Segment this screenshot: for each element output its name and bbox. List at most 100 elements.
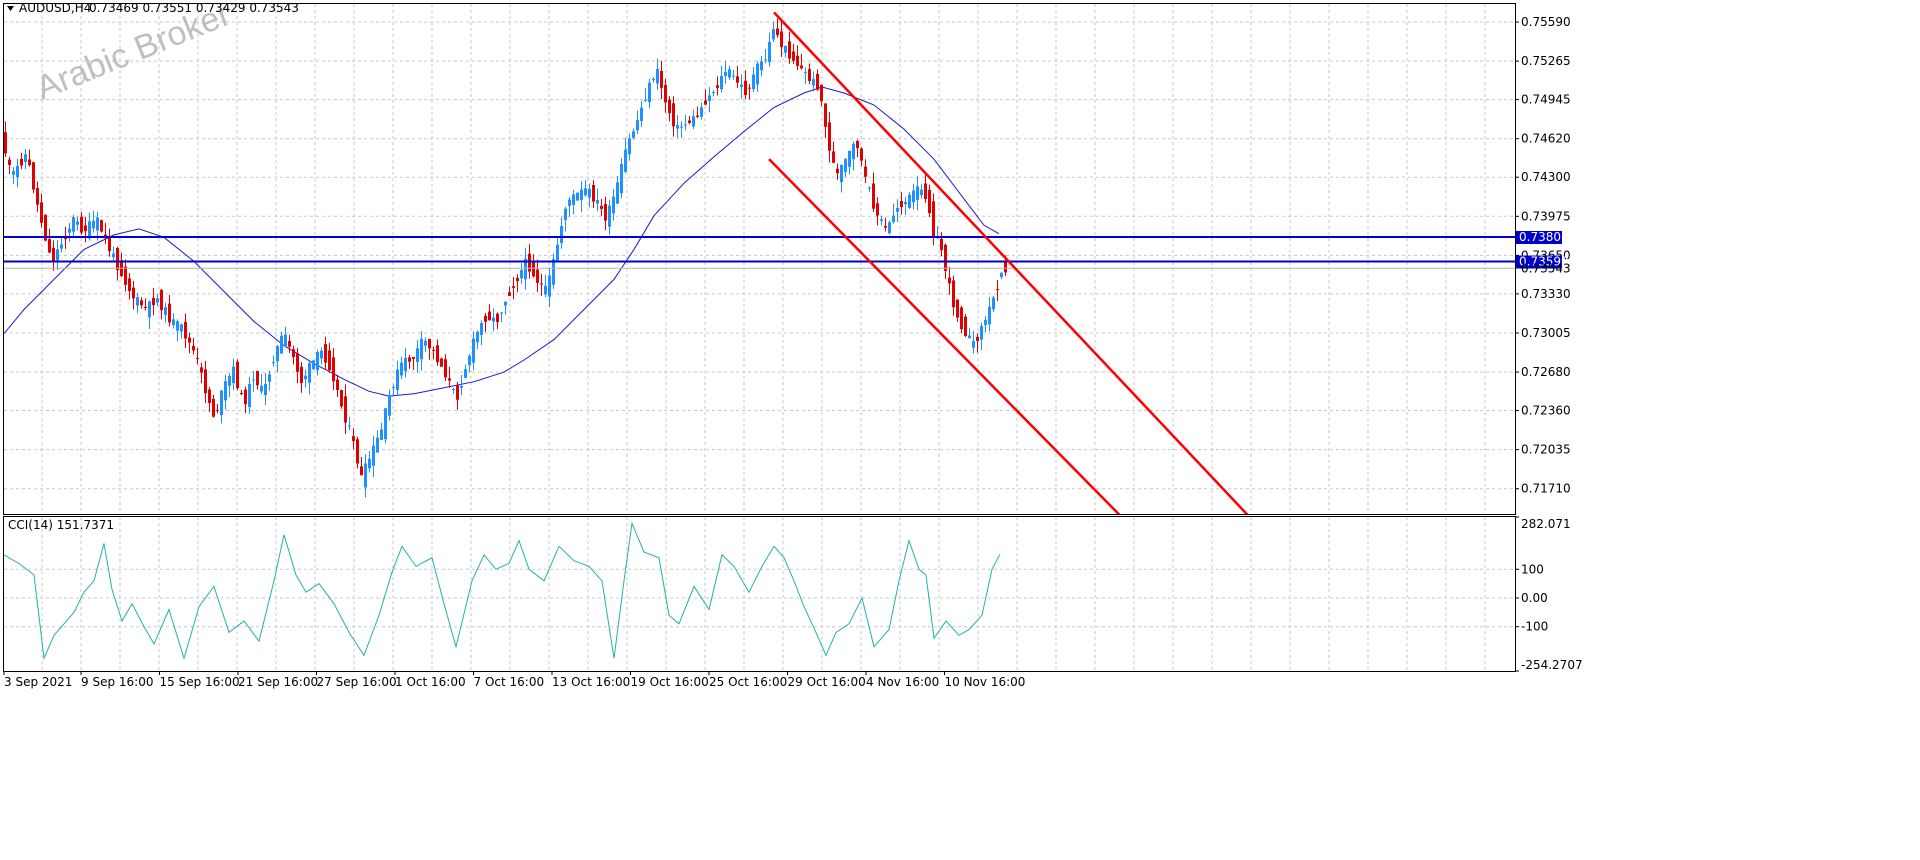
price-tick-label: 0.75590: [1521, 15, 1571, 29]
candle: [840, 164, 843, 193]
candle: [704, 89, 707, 106]
candle: [720, 65, 723, 93]
cci-tick-label: 0.00: [1521, 591, 1548, 605]
level-price-badge: [1516, 230, 1562, 244]
candle: [56, 240, 59, 270]
candle: [452, 387, 455, 394]
time-tick-label: 13 Oct 16:00: [552, 675, 630, 689]
candle: [472, 331, 475, 371]
candle: [788, 31, 791, 64]
moving-average-line[interactable]: [4, 86, 1000, 397]
candle: [412, 356, 415, 370]
candle: [952, 275, 955, 316]
candle: [780, 21, 783, 57]
candle: [396, 360, 399, 396]
bid-price-label: 0.73543: [1521, 261, 1571, 275]
candle: [928, 184, 931, 218]
candle: [540, 274, 543, 296]
candle: [628, 133, 631, 161]
candle: [656, 58, 659, 90]
candle: [644, 88, 647, 102]
price-axis[interactable]: 0.75590 0.75265 0.74945 0.74620 0.74300 0.739…: [1515, 15, 1571, 496]
candle: [240, 390, 243, 396]
candle: [956, 299, 959, 322]
candle: [232, 358, 235, 391]
level-price-badge: [1516, 255, 1562, 269]
channel-trend-line[interactable]: [768, 158, 1121, 516]
candle: [328, 342, 331, 373]
candle: [268, 370, 271, 391]
candle: [320, 347, 323, 365]
main-pane[interactable]: [3, 3, 1516, 515]
candle: [984, 315, 987, 333]
indicator-axis[interactable]: 282.071 100 0.00 -100 -254.2707: [1515, 516, 1583, 672]
candle: [584, 180, 587, 197]
candle: [148, 300, 151, 330]
price-tick-label: 0.74945: [1521, 93, 1571, 107]
candle: [972, 330, 975, 354]
candle: [796, 45, 799, 71]
candle: [732, 69, 735, 80]
candle: [596, 188, 599, 212]
candle: [948, 266, 951, 295]
candle: [640, 100, 643, 127]
time-tick-label: 25 Oct 16:00: [709, 675, 787, 689]
candle: [324, 336, 327, 370]
candle: [20, 152, 23, 170]
candle: [824, 103, 827, 138]
candle: [168, 294, 171, 327]
candle: [340, 389, 343, 409]
ohlc-values: 0.73469 0.73551 0.73429 0.73543: [89, 1, 299, 15]
candle: [976, 333, 979, 353]
candle: [680, 121, 683, 138]
candle: [368, 450, 371, 473]
candle: [832, 141, 835, 164]
indicator-pane[interactable]: [3, 516, 1516, 672]
candle: [856, 139, 859, 158]
cci-line[interactable]: [4, 521, 1001, 661]
candle: [84, 216, 87, 243]
candle: [8, 156, 11, 175]
candle: [632, 128, 635, 140]
time-tick-label: 10 Nov 16:00: [945, 675, 1026, 689]
candle: [236, 359, 239, 391]
symbol-dropdown-icon[interactable]: [7, 6, 14, 11]
candle: [960, 305, 963, 334]
candle: [32, 161, 35, 194]
candle: [428, 338, 431, 360]
candle: [588, 183, 591, 208]
candle: [36, 181, 39, 212]
candle: [312, 360, 315, 371]
candle: [764, 49, 767, 64]
candle: [660, 60, 663, 100]
candle: [992, 295, 995, 313]
candle: [740, 74, 743, 99]
candle: [688, 115, 691, 125]
candle: [812, 71, 815, 92]
candle: [1000, 272, 1003, 280]
candle: [432, 346, 435, 360]
candle: [116, 246, 119, 281]
candle: [48, 228, 51, 254]
candle: [728, 65, 731, 80]
cci-tick-label: -100: [1521, 620, 1548, 634]
candle: [176, 319, 179, 342]
time-tick-label: 21 Sep 16:00: [238, 675, 318, 689]
candle: [380, 422, 383, 441]
candle: [440, 357, 443, 367]
channel-trend-line[interactable]: [773, 11, 1249, 516]
candle: [888, 220, 891, 235]
candle: [872, 172, 875, 213]
level-price-badge-label: 0.73599: [1519, 255, 1569, 269]
candle: [748, 84, 751, 100]
candle: [852, 141, 855, 171]
price-tick-label: 0.73975: [1521, 209, 1571, 223]
candle: [804, 67, 807, 84]
candle: [360, 457, 363, 476]
candle: [552, 253, 555, 289]
candle: [924, 173, 927, 203]
candle: [520, 263, 523, 284]
